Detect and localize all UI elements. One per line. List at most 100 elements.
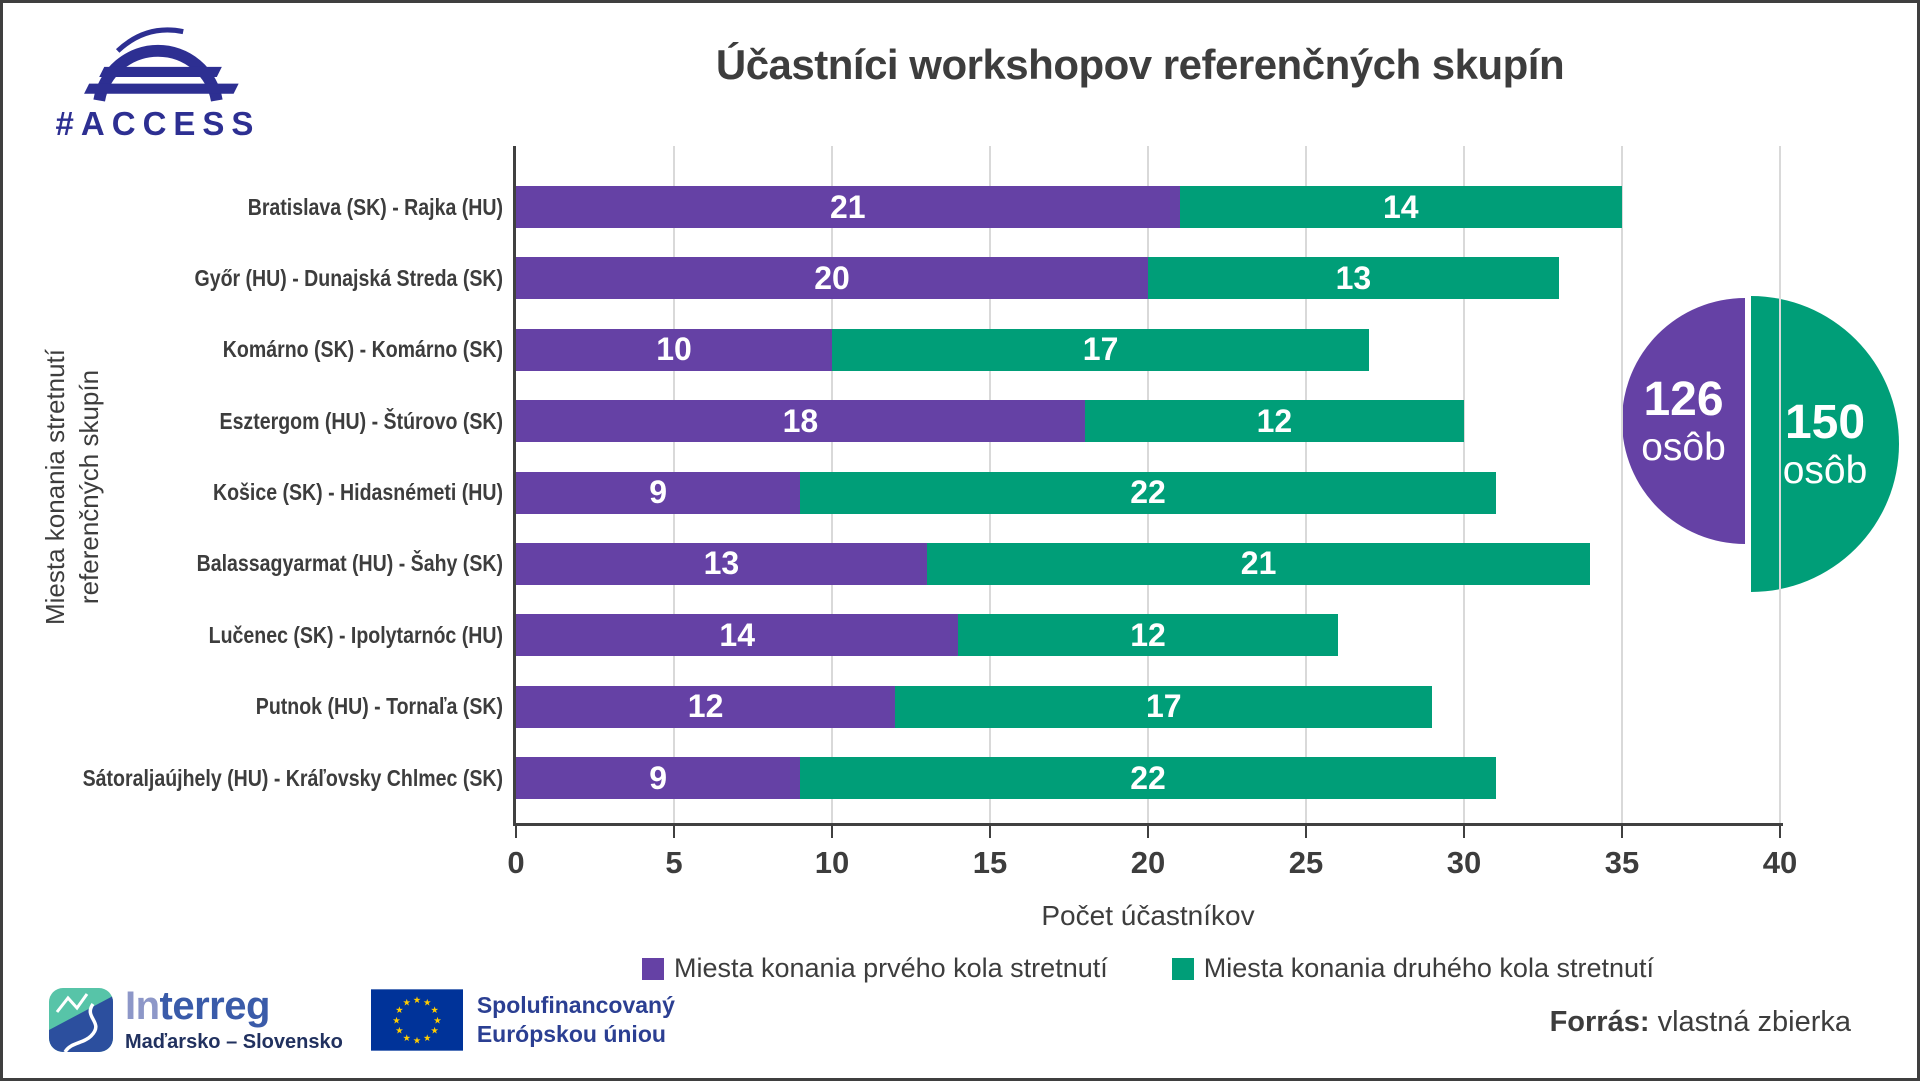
eu-cofinance-text: Spolufinancovaný Európskou úniou [477,991,675,1049]
svg-text:★: ★ [395,1005,403,1016]
total-second-round-value: 150 [1784,395,1866,449]
bar-segment-first-round: 10 [516,328,832,371]
axis-tick [1463,826,1465,838]
legend-swatch-second-round-icon [1171,957,1194,980]
svg-text:★: ★ [423,998,431,1009]
legend: Miesta konania prvého kola stretnutí Mie… [463,953,1833,984]
bar-segment-first-round: 18 [516,400,1085,443]
source-value: vlastná zbierka [1657,1006,1851,1038]
eu-cofinance-line1: Spolufinancovaný [476,992,675,1019]
axis-tick [1621,826,1623,838]
x-tick-label: 20 [1130,845,1166,880]
category-label: Lučenec (SK) - Ipolytarnóc (HU) [208,621,504,648]
svg-text:★: ★ [402,1033,410,1044]
total-first-round-value: 126 [1643,372,1724,426]
x-tick-label: 5 [665,845,683,880]
svg-text:★: ★ [433,1015,441,1026]
bar-row: 9 22 [516,757,1780,799]
bar-segment-first-round: 12 [516,685,896,728]
interreg-brand-suffix: terreg [159,984,271,1028]
access-logo: #ACCESS [53,19,263,143]
bar-segment-second-round: 12 [958,614,1338,657]
category-label: Esztergom (HU) - Štúrovo (SK) [219,407,504,434]
category-label: Sátoraljaújhely (HU) - Kráľovsky Chlmec … [82,764,503,791]
bar-segment-first-round: 9 [516,757,801,799]
interreg-icon [49,988,113,1052]
interreg-subtitle: Maďarsko – Slovensko [125,1031,343,1053]
bar-segment-second-round: 12 [1084,400,1464,443]
y-axis-line [513,146,516,826]
category-label: Komárno (SK) - Komárno (SK) [222,336,504,363]
bar-row: 9 22 [516,471,1780,514]
axis-tick [673,826,675,838]
category-labels: Bratislava (SK) - Rajka (HU) Győr (HU) - … [29,186,503,799]
svg-text:★: ★ [413,1036,421,1047]
interreg-brand-prefix: In [125,984,160,1028]
interreg-logo: Interreg Maďarsko – Slovensko [49,986,343,1054]
axis-tick [1779,826,1781,838]
bar-row: 20 13 [516,257,1780,300]
axis-tick [1147,826,1149,838]
legend-label-second-round: Miesta konania druhého kola stretnutí [1203,953,1655,983]
svg-text:★: ★ [402,998,410,1009]
x-tick-label: 10 [814,845,850,880]
footer-logos: Interreg Maďarsko – Slovensko ★ ★ ★ ★ ★ ★ ★… [49,986,675,1054]
interreg-brand: Interreg [125,986,343,1026]
svg-text:★: ★ [413,995,421,1006]
bar-segment-second-round: 17 [832,328,1370,371]
bar-segment-second-round: 14 [1179,186,1622,228]
bar-row: 21 14 [516,186,1780,228]
x-tick-label: 40 [1762,845,1798,880]
bar-segment-first-round: 9 [516,471,801,514]
bar-row: 18 12 [516,400,1780,443]
bar-segment-second-round: 13 [1148,257,1559,300]
interreg-wordmark: Interreg Maďarsko – Slovensko [125,986,343,1054]
legend-swatch-first-round-icon [641,957,664,980]
bar-segment-second-round: 22 [800,757,1496,799]
access-bridge-icon [84,27,239,102]
bar-row: 14 12 [516,614,1780,657]
x-tick-label: 30 [1446,845,1482,880]
bar-segment-second-round: 21 [926,542,1591,585]
bar-segment-first-round: 20 [516,257,1148,300]
category-label: Győr (HU) - Dunajská Streda (SK) [194,264,504,291]
gridline [1779,146,1781,826]
category-label: Putnok (HU) - Tornaľa (SK) [255,693,503,720]
eu-flag-icon: ★ ★ ★★ ★★ ★★ ★★ ★★ [370,989,463,1051]
svg-text:★: ★ [423,1033,431,1044]
bar-segment-second-round: 22 [800,471,1496,514]
bar-segment-first-round: 14 [516,614,959,657]
source-label: Forrás: [1549,1006,1650,1038]
total-second-round-unit: osôb [1782,449,1868,493]
chart-title: Účastníci workshopov referenčných skupín [715,41,1565,88]
x-tick-labels: 0 5 10 15 20 25 30 35 40 [507,845,1797,883]
bar-segment-first-round: 13 [516,542,927,585]
x-tick-label: 0 [507,845,525,880]
access-logo-text: #ACCESS [55,105,261,142]
x-tick-label: 25 [1288,845,1324,880]
svg-text:★: ★ [430,1025,438,1036]
bar-row: 12 17 [516,685,1780,728]
svg-text:★: ★ [395,1025,403,1036]
eu-cofinance-line2: Európskou úniou [476,1021,666,1047]
axis-tick [515,826,517,838]
legend-item-first-round: Miesta konania prvého kola stretnutí [641,953,1108,984]
x-axis-title: Počet účastníkov [1041,900,1255,931]
gridline [1621,146,1623,826]
axis-tick [989,826,991,838]
total-second-round-text: 150 osôb [1783,395,1868,493]
category-label: Košice (SK) - Hidasnémeti (HU) [212,479,503,505]
legend-label-first-round: Miesta konania prvého kola stretnutí [673,953,1108,983]
category-label: Bratislava (SK) - Rajka (HU) [247,193,503,220]
total-first-round-unit: osôb [1641,426,1726,470]
svg-text:★: ★ [392,1015,400,1026]
source-note: Forrás: vlastná zbierka [1550,1006,1851,1039]
category-label: Balassagyarmat (HU) - Šahy (SK) [196,550,504,577]
bar-rows: 21 14 20 13 10 17 18 12 9 22 13 21 14 12 12 17 9 22 [516,186,1780,799]
total-first-round-text: 126 osôb [1641,372,1726,470]
axis-tick [1305,826,1307,838]
bar-row: 10 17 [516,328,1780,371]
bar-segment-first-round: 21 [516,186,1180,228]
legend-item-second-round: Miesta konania druhého kola stretnutí [1171,953,1655,984]
